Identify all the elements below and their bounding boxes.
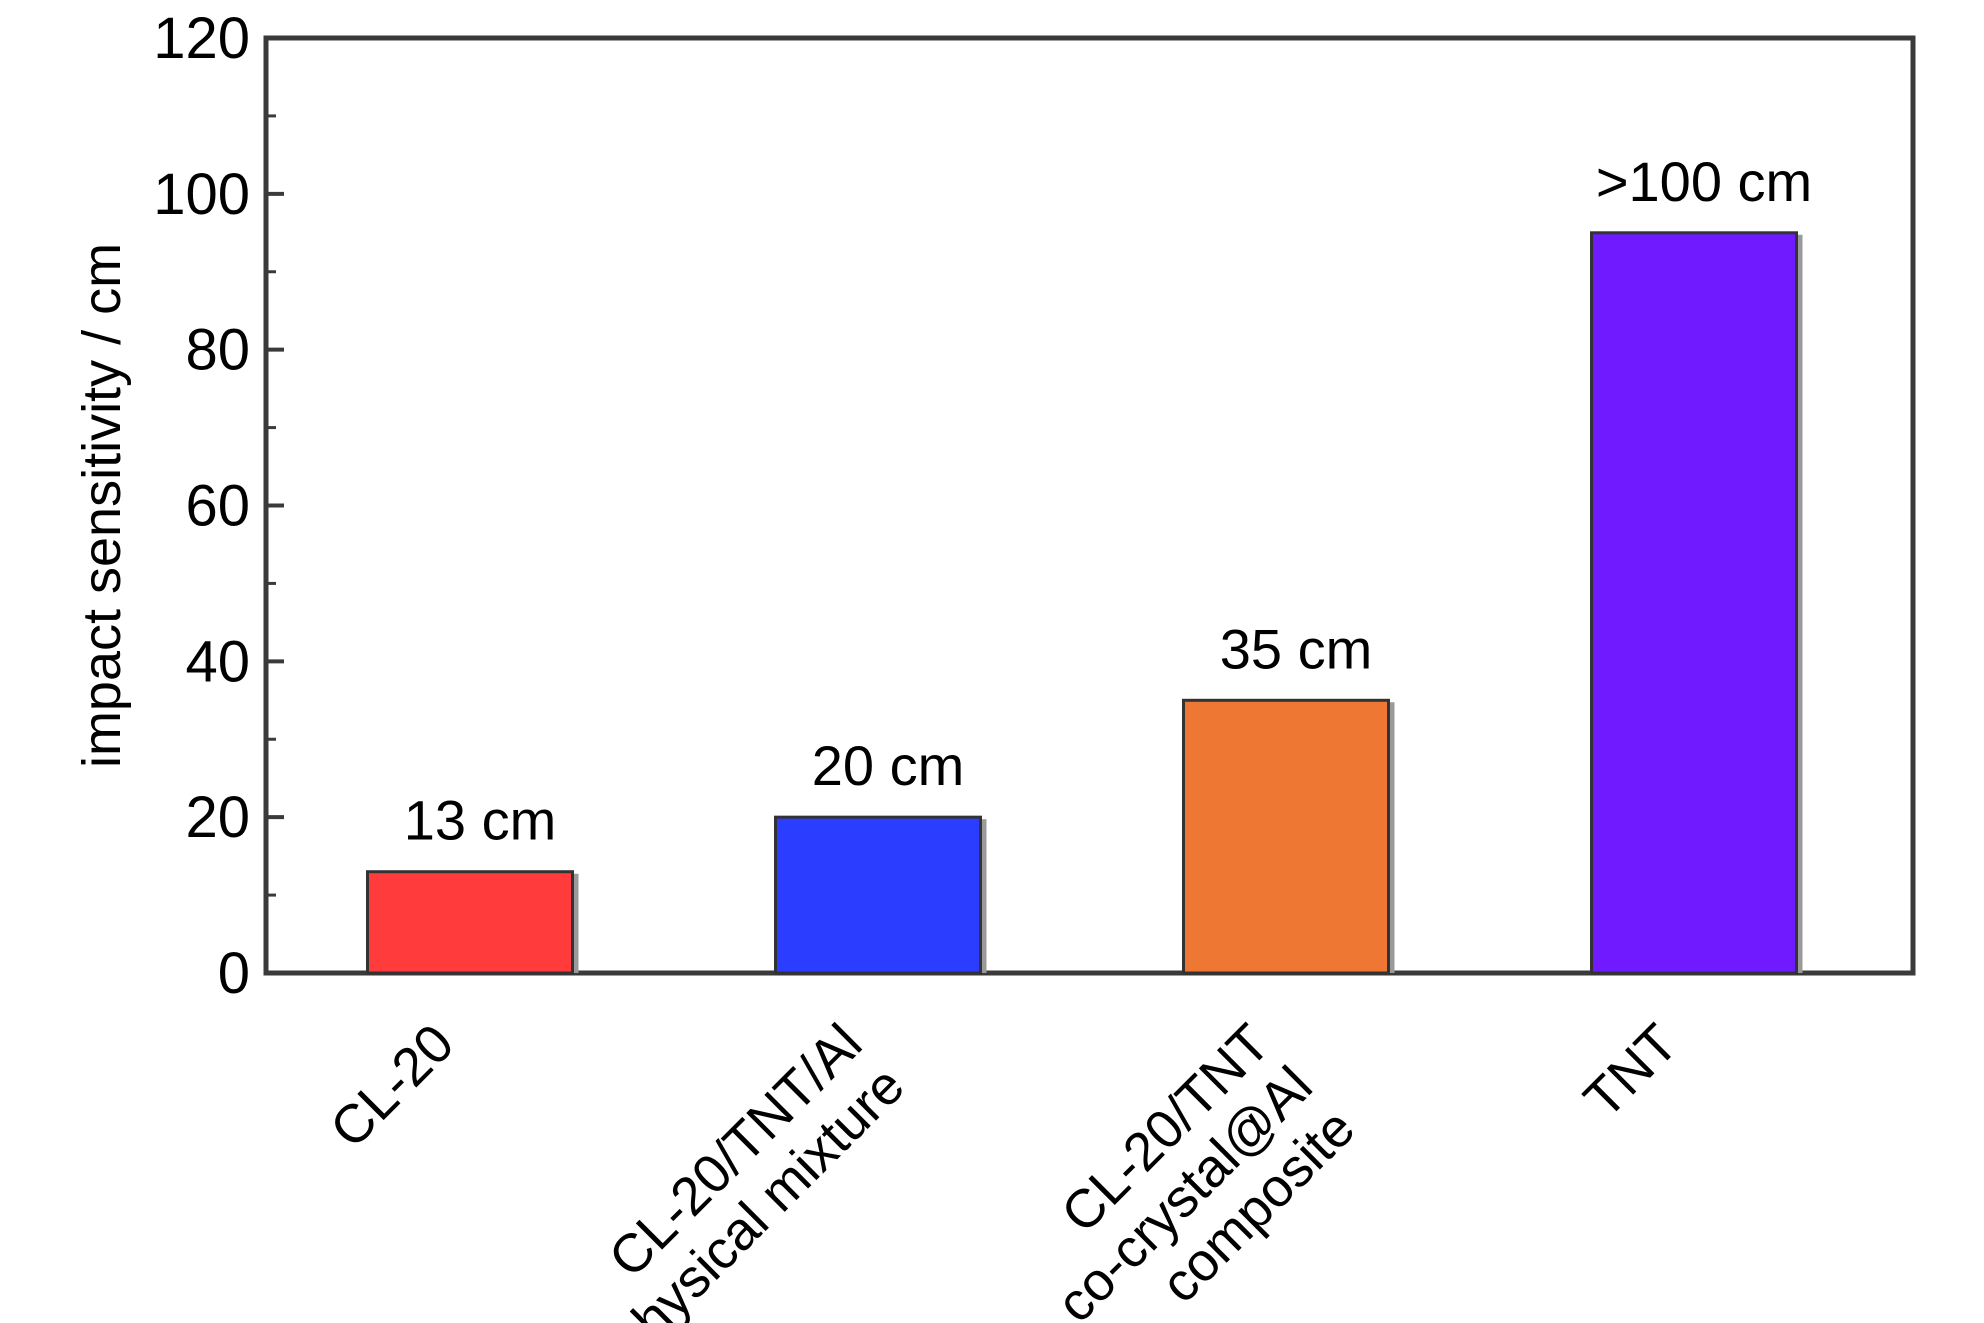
y-tick-label: 80: [185, 318, 250, 383]
y-axis-title: impact sensitivity / cm: [72, 243, 132, 768]
data-label-3: 35 cm: [1220, 617, 1373, 680]
y-tick-label: 40: [185, 629, 250, 694]
y-tick-label: 20: [185, 785, 250, 850]
category-label-4: TNT: [1573, 1013, 1690, 1130]
category-label-line: CL-20: [319, 1013, 465, 1159]
category-label-line: TNT: [1573, 1013, 1690, 1130]
data-label-1: 13 cm: [404, 789, 557, 852]
category-label-1: CL-20: [319, 1013, 465, 1159]
bar-4: [1590, 231, 1798, 975]
data-label-4: >100 cm: [1596, 150, 1812, 213]
data-label-2: 20 cm: [812, 734, 965, 797]
y-tick-label: 60: [185, 474, 250, 539]
bar-2: [774, 815, 982, 975]
bar-1: [366, 870, 574, 975]
y-tick-label: 100: [153, 162, 250, 227]
bar-3: [1182, 698, 1390, 975]
axes: [263, 35, 1916, 976]
labels: 0 20 40 60 80 100 120 impact sensitivity / cm 13…: [72, 6, 1812, 1323]
y-tick-label: 0: [218, 941, 250, 1006]
bars: [366, 231, 1803, 975]
y-tick-label: 120: [153, 6, 250, 71]
